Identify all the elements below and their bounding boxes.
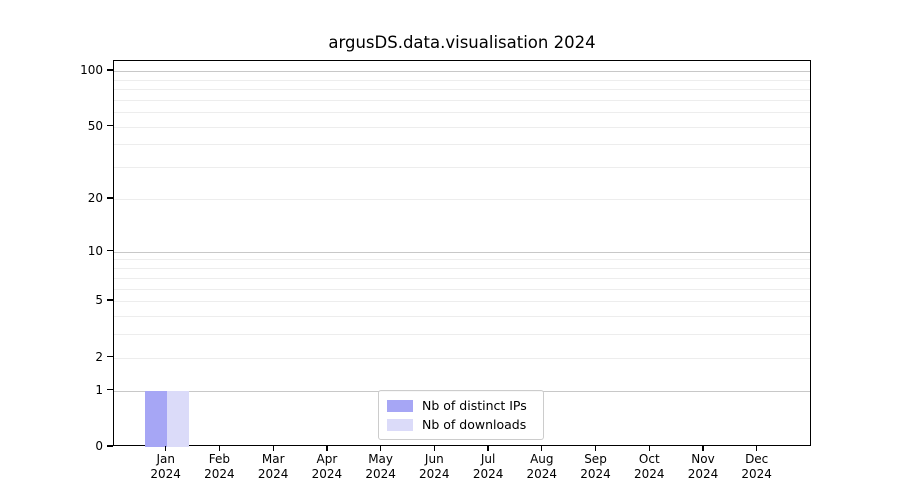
x-tick-month: Mar [261,452,285,466]
y-tick-label: 5 [95,293,103,307]
minor-gridline [114,112,810,114]
minor-gridline [114,334,810,336]
x-tick-label: Jan 2024 [134,452,198,482]
major-gridline [114,251,810,253]
x-tick-year: 2024 [472,467,504,481]
x-tick-mark [379,446,382,451]
x-tick-label: Sep 2024 [564,452,628,482]
y-tick-label: 0 [95,439,103,453]
x-tick-year: 2024 [257,467,289,481]
x-tick-label: Nov 2024 [671,452,735,482]
y-tick-label: 10 [87,243,103,258]
x-tick-month: Sep [584,452,607,466]
minor-gridline [114,89,810,90]
x-tick-mark [165,446,167,451]
minor-gridline [114,259,810,261]
legend-label: Nb of downloads [422,417,527,432]
x-tick-year: 2024 [687,467,719,481]
y-tick-mark [107,445,113,447]
x-tick-month: Oct [638,452,660,466]
minor-gridline [114,99,810,101]
minor-gridline [114,144,810,146]
x-tick-mark [218,446,221,451]
legend-entry: Nb of downloads [387,415,535,434]
major-gridline [114,71,810,72]
x-tick-month: Aug [530,452,554,466]
minor-gridline [114,315,810,317]
y-tick-mark [107,388,113,391]
minor-gridline [114,79,810,81]
x-tick-year: 2024 [526,467,558,481]
legend-entry: Nb of distinct IPs [387,396,535,415]
x-tick-year: 2024 [419,467,450,481]
x-tick-month: Nov [691,452,715,466]
x-tick-mark [326,446,328,451]
x-tick-mark [272,446,274,451]
minor-gridline [114,357,810,359]
minor-gridline [114,277,810,279]
x-tick-label: Aug 2024 [510,452,574,482]
x-tick-month: Apr [316,452,338,466]
x-tick-label: Jul 2024 [456,452,520,482]
x-tick-mark [648,446,650,451]
y-tick-mark [107,249,113,252]
legend-swatch-icon [387,399,413,412]
x-tick-label: Dec 2024 [725,452,789,482]
x-tick-year: 2024 [634,467,665,481]
x-tick-month: Dec [745,452,769,466]
x-tick-year: 2024 [580,467,611,481]
x-tick-label: Apr 2024 [295,452,359,482]
x-tick-year: 2024 [204,467,235,481]
x-tick-month: Jan [156,452,175,466]
plot-area [113,60,811,447]
legend-label: Nb of distinct IPs [422,398,527,413]
legend-swatch-icon [387,418,413,431]
minor-gridline [114,126,810,128]
x-tick-year: 2024 [365,467,396,481]
bar-nb-of-downloads [166,390,189,447]
legend: Nb of distinct IPs Nb of downloads [378,390,544,440]
y-tick-label: 20 [87,191,103,205]
minor-gridline [114,167,810,169]
y-tick-label: 2 [95,349,103,364]
x-tick-label: Jun 2024 [402,452,466,482]
y-tick-label: 1 [95,382,103,397]
chart-title: argusDS.data.visualisation 2024 [328,33,596,52]
x-tick-year: 2024 [311,467,343,481]
x-tick-month: Jul [480,452,496,466]
x-tick-label: Mar 2024 [241,452,305,482]
minor-gridline [114,199,810,200]
minor-gridline [114,268,810,269]
y-tick-label: 100 [80,63,103,77]
minor-gridline [114,288,810,290]
x-tick-year: 2024 [741,467,772,481]
y-tick-mark [107,197,113,199]
y-tick-mark [107,125,113,127]
minor-gridline [114,301,810,302]
x-tick-mark [433,446,435,451]
y-tick-mark [107,69,113,71]
x-tick-label: Oct 2024 [617,452,681,482]
x-tick-month: May [368,452,393,466]
x-tick-month: Jun [424,452,444,466]
x-tick-label: May 2024 [349,452,413,482]
y-tick-mark [107,299,113,301]
x-tick-year: 2024 [150,467,181,481]
x-tick-label: Feb 2024 [187,452,251,482]
x-tick-mark [594,446,597,451]
x-tick-month: Feb [208,452,231,466]
x-tick-mark [541,446,543,451]
x-tick-mark [487,446,489,451]
x-tick-mark [702,446,704,451]
bar-nb-of-distinct-ips [144,390,167,447]
x-tick-mark [756,446,758,451]
y-tick-mark [107,355,113,358]
y-tick-label: 50 [87,118,103,133]
